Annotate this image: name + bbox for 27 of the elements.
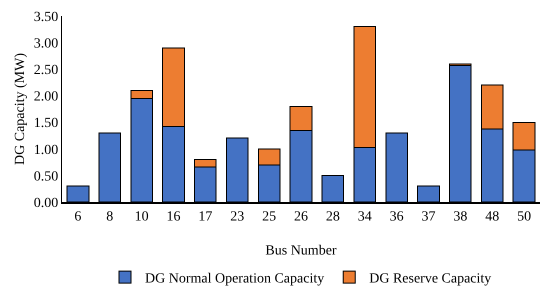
y-tick-label: 3.50 <box>34 10 58 25</box>
x-tick-label: 17 <box>198 210 212 225</box>
legend-label: DG Normal Operation Capacity <box>145 272 324 287</box>
legend-label: DG Reserve Capacity <box>369 272 492 287</box>
x-tick-label: 16 <box>166 210 181 225</box>
x-tick-label: 28 <box>326 210 340 225</box>
x-tick-label: 48 <box>485 210 500 225</box>
y-tick-label: 1.00 <box>34 142 58 158</box>
x-tick-label: 8 <box>106 210 114 225</box>
x-axis-title: Bus Number <box>265 244 337 258</box>
y-tick-label: 0.50 <box>34 169 58 184</box>
y-tick-label: 3.00 <box>34 36 58 52</box>
x-tick-label: 25 <box>262 210 276 225</box>
y-axis-title: DG Capacity (MW) <box>13 52 28 165</box>
y-tick-label: 0.00 <box>34 196 58 211</box>
y-tick-label: 1.50 <box>34 116 58 132</box>
x-tick-label: 26 <box>294 210 308 225</box>
x-tick-label: 6 <box>74 210 82 225</box>
x-tick-label: 34 <box>358 210 372 225</box>
x-tick-label: 38 <box>453 210 468 225</box>
x-tick-label: 36 <box>390 210 404 225</box>
x-tick-label: 50 <box>517 210 532 225</box>
y-tick-label: 2.00 <box>34 90 58 105</box>
x-tick-label: 10 <box>134 210 149 225</box>
y-tick-label: 2.50 <box>34 63 58 78</box>
x-tick-label: 37 <box>421 210 436 225</box>
x-tick-label: 23 <box>230 210 244 225</box>
